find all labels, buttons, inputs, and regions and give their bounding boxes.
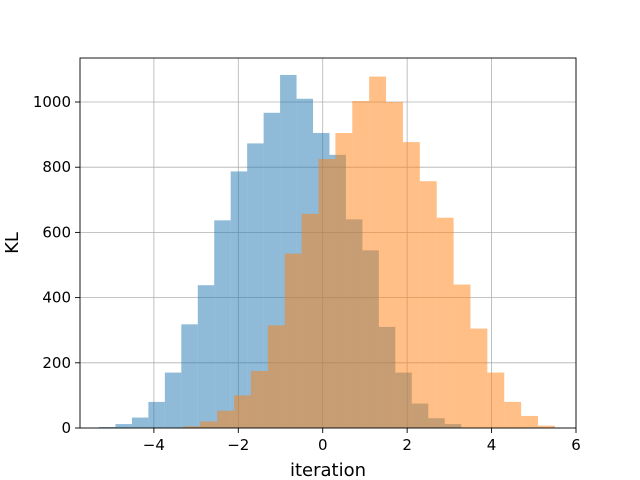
bar-series1-bin19 xyxy=(504,401,522,428)
bar-series1-bin16 xyxy=(453,284,471,428)
bar-series0-bin7 xyxy=(214,220,231,428)
x-tick-label-3: 2 xyxy=(402,436,412,454)
bar-series1-bin15 xyxy=(436,217,454,428)
y-tick-label-1: 200 xyxy=(42,354,71,372)
bar-series1-bin21 xyxy=(538,425,555,428)
bar-series1-bin12 xyxy=(386,102,403,428)
bar-series1-bin9 xyxy=(335,132,353,428)
bar-series0-bin4 xyxy=(164,372,182,428)
x-axis: −4 −2 0 2 4 6 xyxy=(143,428,581,454)
bar-series1-bin5 xyxy=(267,325,285,428)
bar-series0-bin3 xyxy=(148,401,165,428)
x-tick-label-0: −4 xyxy=(143,436,165,454)
bar-series0-bin1 xyxy=(115,424,132,428)
x-tick-label-4: 4 xyxy=(487,436,497,454)
bar-series1-bin6 xyxy=(284,253,302,428)
bar-series1-bin17 xyxy=(470,328,488,428)
bar-series1-bin14 xyxy=(419,181,437,428)
bar-series1-bin20 xyxy=(521,415,539,428)
y-tick-label-2: 400 xyxy=(42,289,71,307)
x-axis-label: iteration xyxy=(290,460,366,480)
bar-series1-bin1 xyxy=(200,421,218,428)
y-tick-label-4: 800 xyxy=(42,158,71,176)
bar-series1-bin13 xyxy=(402,142,420,429)
bar-series1-bin10 xyxy=(352,101,370,429)
bars-group xyxy=(98,74,555,429)
y-tick-label-5: 1000 xyxy=(33,93,71,111)
y-tick-label-3: 600 xyxy=(42,223,71,241)
bar-series1-bin4 xyxy=(250,370,268,428)
plot-frame xyxy=(79,57,577,429)
bar-series1-bin3 xyxy=(234,395,251,428)
bar-series1-bin8 xyxy=(318,159,336,429)
bar-series0-bin6 xyxy=(197,285,215,428)
bar-series0-bin5 xyxy=(181,324,198,428)
bar-series0-bin8 xyxy=(230,171,248,428)
bar-series1-bin0 xyxy=(183,426,201,428)
bar-series1-bin11 xyxy=(369,76,387,429)
bar-series0-bin9 xyxy=(247,143,264,428)
x-tick-label-1: −2 xyxy=(227,436,249,454)
y-axis: 0 200 400 600 800 1000 xyxy=(33,93,80,437)
x-tick-label-2: 0 xyxy=(318,436,328,454)
x-tick-label-5: 6 xyxy=(571,436,581,454)
y-axis-label: KL xyxy=(2,232,23,254)
bar-series0-bin0 xyxy=(98,427,116,428)
bar-series0-bin2 xyxy=(131,417,149,428)
bar-series1-bin2 xyxy=(217,410,235,428)
bar-series1-bin7 xyxy=(301,213,319,428)
y-tick-label-0: 0 xyxy=(61,419,71,437)
bar-series1-bin18 xyxy=(487,372,505,428)
